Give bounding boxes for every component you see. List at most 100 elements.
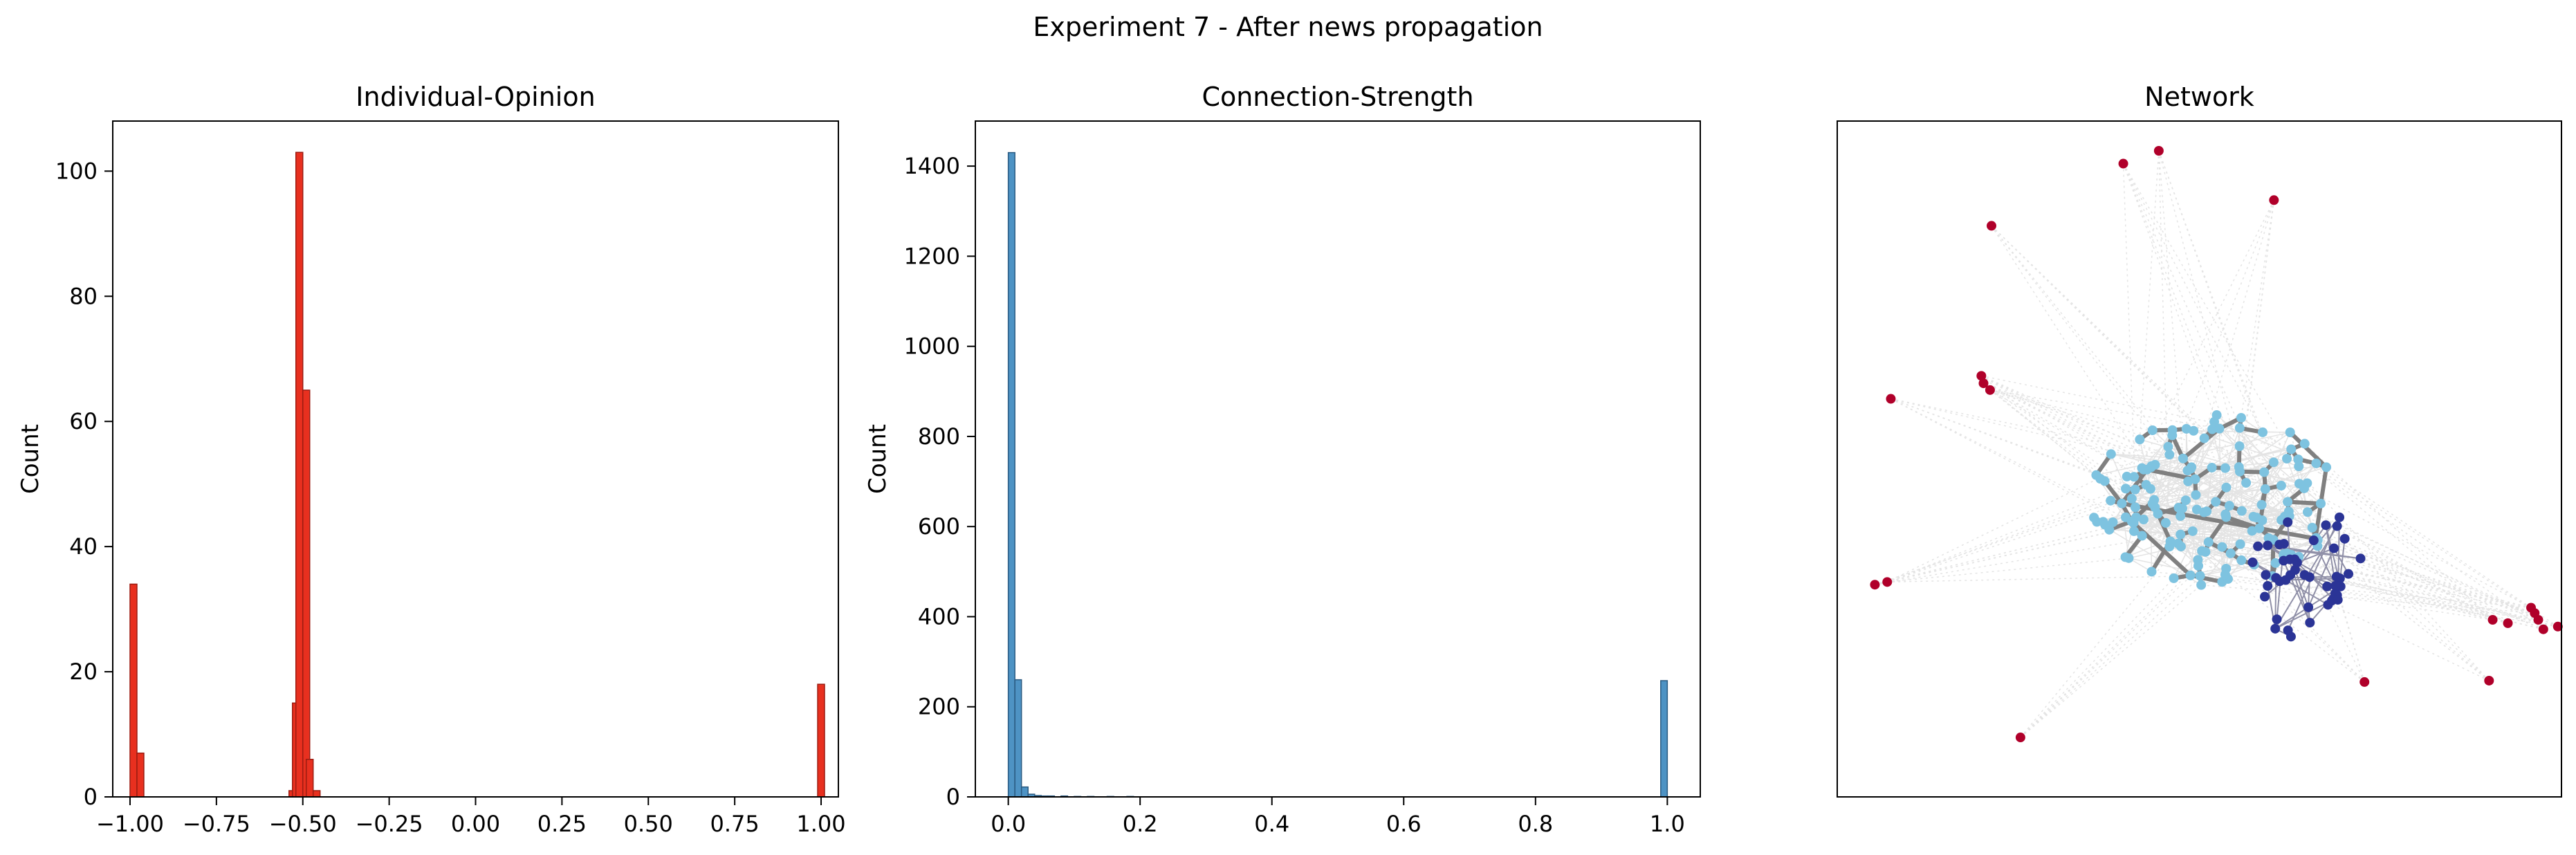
network-node	[2130, 502, 2140, 513]
faint-edge	[2306, 483, 2365, 683]
histogram-bar	[1660, 680, 1668, 798]
network-node	[2175, 504, 2185, 514]
network-node	[1886, 394, 1896, 404]
network-node	[2106, 495, 2116, 506]
histogram-bar	[817, 683, 825, 798]
network-node	[2207, 463, 2217, 473]
network-node	[2197, 546, 2207, 556]
network-node	[2270, 558, 2281, 568]
y-tick-label: 60	[69, 408, 98, 434]
network-edge	[2258, 545, 2361, 560]
network-node	[2332, 521, 2342, 531]
faint-edge	[1991, 225, 2318, 547]
faint-edge	[1981, 375, 2290, 513]
x-tick-label: 0.25	[537, 811, 587, 837]
network-node	[2331, 571, 2342, 582]
x-tick-label: −0.75	[183, 811, 250, 837]
network-node	[2015, 733, 2025, 743]
network-node	[2285, 428, 2295, 438]
y-tick-label: 0	[84, 784, 98, 810]
faint-edge	[2317, 545, 2490, 681]
network-node	[2283, 497, 2293, 507]
faint-edge	[2158, 150, 2247, 484]
histogram-bar	[1007, 151, 1015, 798]
network-node	[2169, 573, 2179, 583]
faint-edge	[2155, 464, 2196, 496]
network-node	[2173, 538, 2183, 549]
network-edge	[2287, 517, 2340, 631]
network-node	[2217, 542, 2227, 552]
network-node	[1882, 577, 1893, 587]
y-tick-label: 200	[918, 694, 960, 720]
network-node	[2126, 493, 2137, 504]
faint-edge	[2126, 461, 2274, 477]
network-node	[2308, 535, 2319, 546]
faint-edge	[2200, 540, 2318, 577]
network-node	[2146, 567, 2157, 577]
network-node	[2160, 517, 2171, 528]
network-node	[2538, 624, 2548, 634]
network-node	[2272, 614, 2282, 625]
faint-edge	[2304, 443, 2494, 620]
network-node	[2124, 553, 2134, 563]
histogram-bar	[1020, 786, 1029, 798]
x-tick-label: 0.50	[624, 811, 673, 837]
network-node	[2236, 555, 2247, 565]
faint-edge	[2122, 163, 2282, 521]
network-node	[2263, 581, 2273, 591]
network-node	[2253, 541, 2263, 551]
faint-edge	[2122, 163, 2137, 517]
faint-edge	[2121, 199, 2275, 504]
x-tick-label: −0.50	[269, 811, 337, 837]
faint-edge	[2239, 471, 2493, 620]
network-edge	[2274, 600, 2333, 629]
network-node	[2187, 526, 2198, 536]
network-node	[2234, 462, 2244, 472]
network-node	[2221, 482, 2232, 493]
faint-edge	[2173, 516, 2285, 579]
network-node	[2329, 543, 2339, 553]
network-node	[2235, 539, 2245, 549]
faint-edge	[2126, 476, 2285, 517]
network-edge	[2130, 520, 2192, 577]
network-node	[2282, 454, 2292, 464]
network-node	[2195, 571, 2205, 581]
panel-title: Connection-Strength	[1202, 82, 1473, 112]
faint-edge	[2150, 417, 2242, 490]
network-node	[2333, 595, 2343, 605]
faint-edge	[2020, 511, 2207, 738]
network-node	[2335, 512, 2345, 522]
network-node	[2259, 467, 2270, 477]
network-node	[2321, 520, 2331, 531]
network-node	[2106, 449, 2116, 459]
faint-edge	[1989, 389, 2198, 511]
network-node	[1976, 371, 1987, 381]
faint-edge	[2146, 469, 2539, 620]
network-node	[2207, 424, 2218, 434]
axes-frame	[975, 120, 1701, 798]
faint-edge	[2216, 414, 2490, 681]
faint-edge	[1983, 383, 2155, 466]
faint-edge	[2020, 542, 2209, 738]
faint-edge	[1991, 225, 2189, 482]
network-node	[2167, 425, 2178, 435]
faint-edge	[2131, 467, 2212, 499]
faint-edge	[2110, 454, 2126, 489]
network-node	[2129, 472, 2140, 482]
network-node	[2220, 509, 2231, 520]
faint-edge	[2122, 163, 2317, 539]
network-node	[2263, 533, 2274, 543]
network-node	[2305, 618, 2315, 628]
network-node	[2260, 591, 2270, 602]
faint-edge	[1887, 558, 2129, 583]
faint-edge	[1991, 225, 2169, 448]
network-edge	[2258, 526, 2316, 541]
histogram-bar	[1014, 679, 1022, 798]
network-node	[2299, 439, 2310, 449]
network-node	[2247, 557, 2258, 567]
panel-title: Individual-Opinion	[356, 82, 595, 112]
faint-edge	[2141, 434, 2173, 469]
faint-edge	[1989, 389, 2265, 473]
network-node	[2258, 427, 2268, 437]
